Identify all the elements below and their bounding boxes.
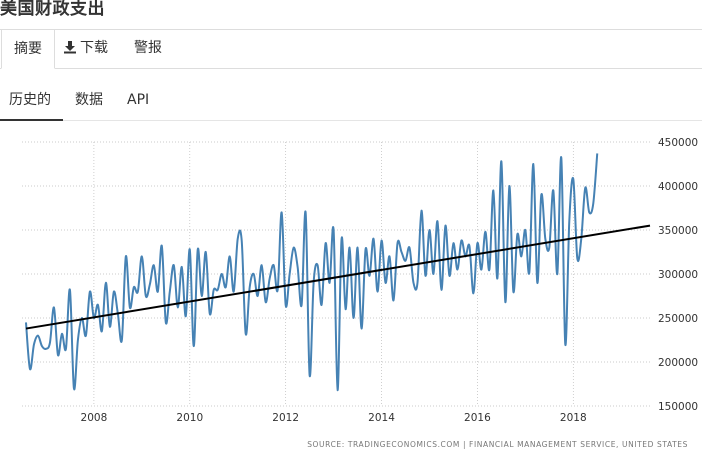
tab-summary[interactable]: 摘要 xyxy=(1,29,55,69)
series-layer xyxy=(24,153,651,392)
y-tick-label: 350000 xyxy=(658,225,698,237)
x-tick-label: 2012 xyxy=(272,412,299,424)
trend-line xyxy=(25,224,651,330)
y-tick-label: 200000 xyxy=(658,357,698,369)
subtab-history-label: 历史的 xyxy=(9,92,51,108)
tab-summary-label: 摘要 xyxy=(14,41,42,57)
x-tick-label: 2016 xyxy=(464,412,491,424)
tab-alerts[interactable]: 警报 xyxy=(134,29,162,69)
tab-alerts-label: 警报 xyxy=(134,40,162,56)
chart-svg: 150000 200000 250000 300000 350000 400000 4500… xyxy=(22,137,699,424)
y-tick-label: 450000 xyxy=(658,137,698,149)
chart: 150000 200000 250000 300000 350000 400000 4500… xyxy=(0,122,702,457)
subtab-api-label: API xyxy=(127,92,150,108)
subtab-api[interactable]: API xyxy=(127,82,149,119)
tab-download[interactable]: 下载 xyxy=(63,29,108,69)
page-title: 美国财政支出 xyxy=(0,0,105,19)
subtab-data-label: 数据 xyxy=(75,92,103,108)
axis-layer: 150000 200000 250000 300000 350000 400000 4500… xyxy=(81,137,699,424)
tab-download-label: 下载 xyxy=(80,40,108,56)
x-tick-label: 2014 xyxy=(368,412,395,424)
x-tick-label: 2010 xyxy=(176,412,203,424)
download-icon xyxy=(64,41,76,54)
subtab-data[interactable]: 数据 xyxy=(75,82,103,119)
grid-layer xyxy=(22,141,650,407)
x-tick-label: 2008 xyxy=(81,412,108,424)
subtab-history[interactable]: 历史的 xyxy=(0,82,63,121)
y-tick-label: 150000 xyxy=(658,401,698,413)
tab-bar: 摘要 下载 警报 xyxy=(0,29,702,69)
y-tick-label: 400000 xyxy=(658,181,698,193)
y-tick-label: 250000 xyxy=(658,313,698,325)
source-note: SOURCE: TRADINGECONOMICS.COM | FINANCIAL… xyxy=(307,440,688,449)
subtab-bar: 历史的 数据 API xyxy=(0,82,702,121)
x-tick-label: 2018 xyxy=(560,412,587,424)
series-line xyxy=(24,153,599,392)
y-tick-label: 300000 xyxy=(658,269,698,281)
